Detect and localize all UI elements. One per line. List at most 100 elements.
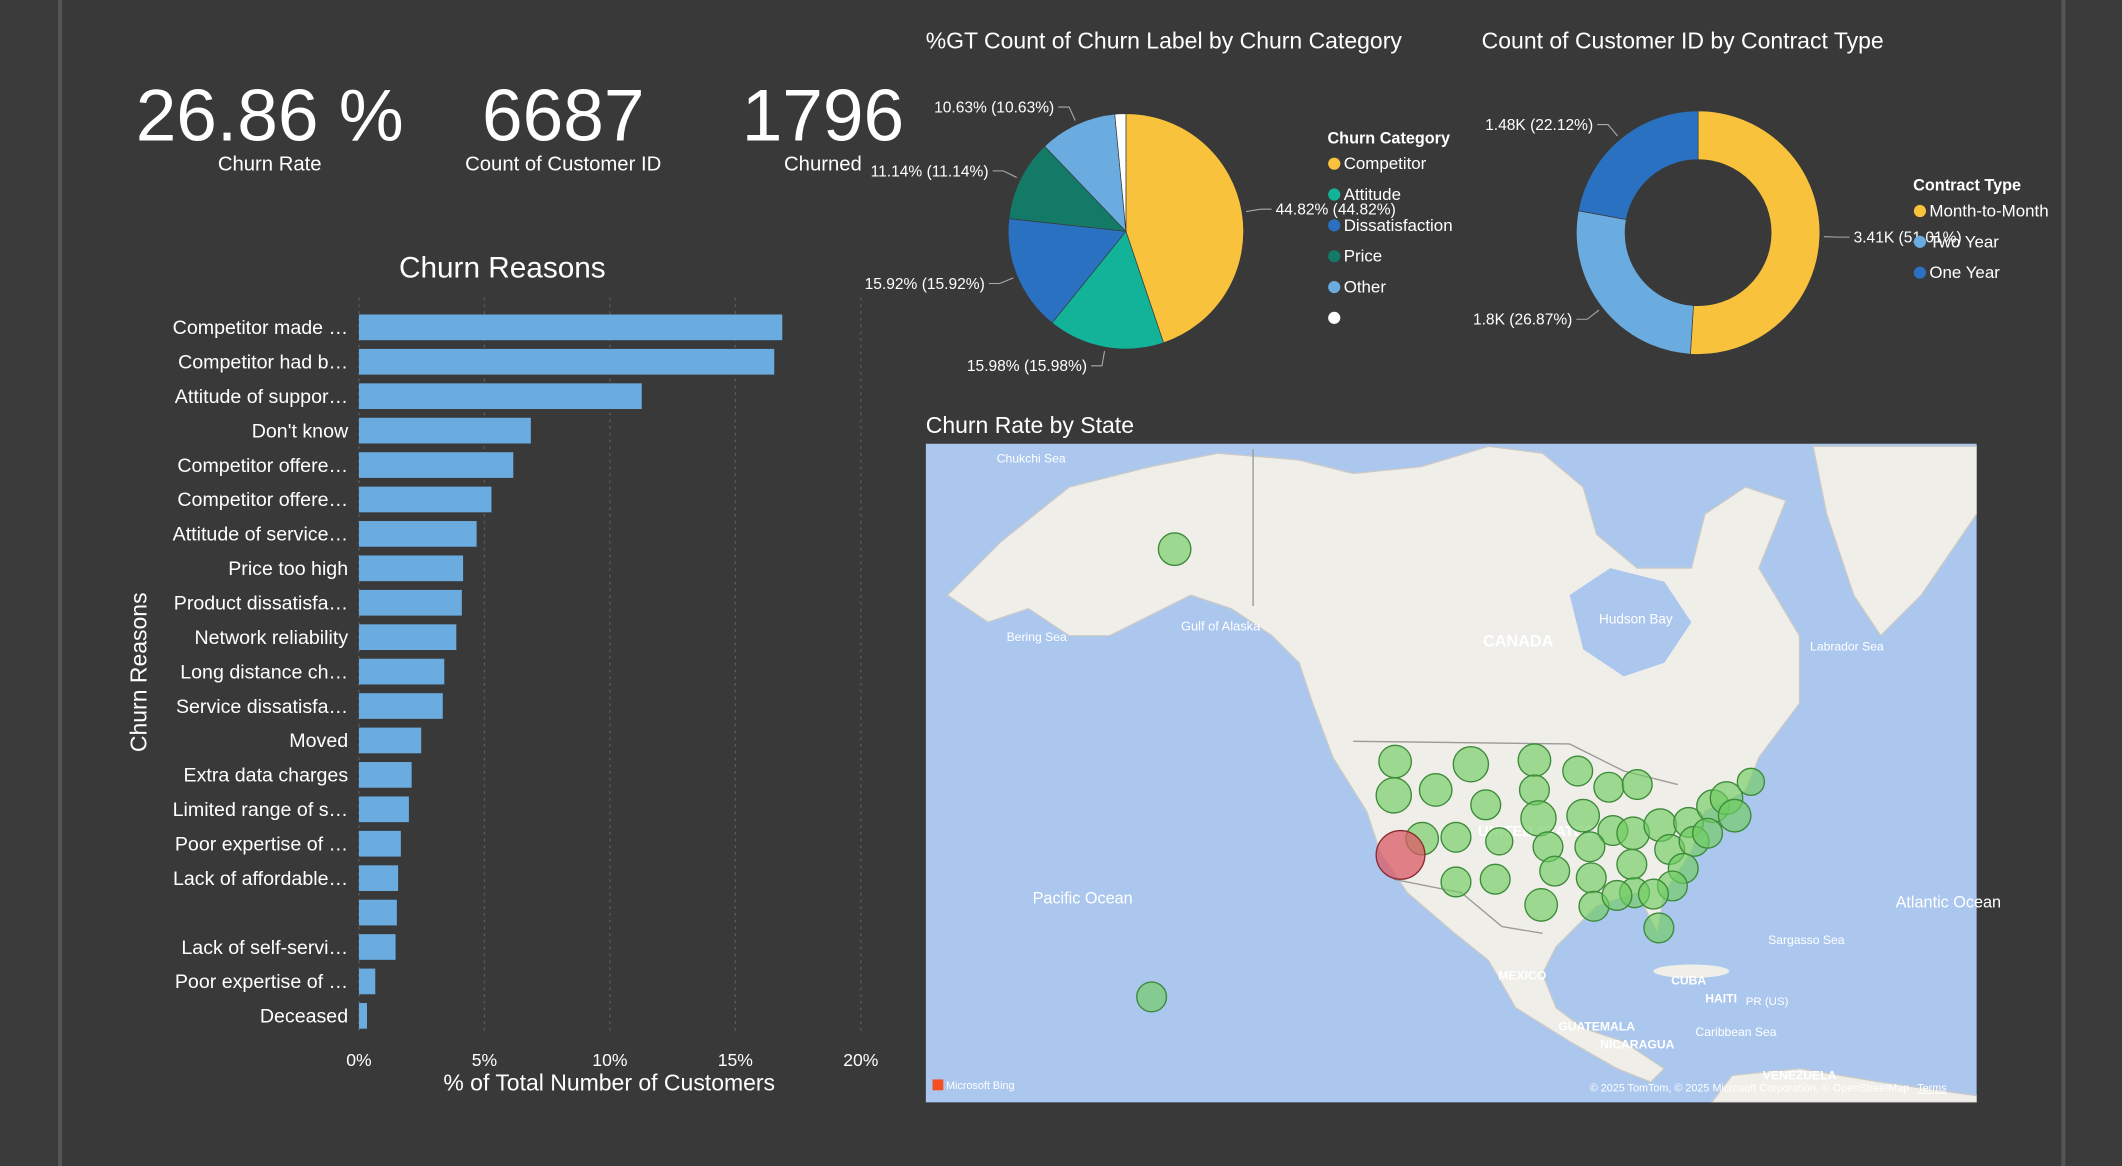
map-bubble — [1574, 831, 1606, 863]
y-tick-label: Competitor made … — [173, 317, 348, 339]
map-label: MEXICO — [1498, 968, 1546, 982]
map-bubble — [1378, 744, 1413, 779]
legend-marker — [1328, 250, 1341, 263]
map-land — [1710, 1067, 1977, 1103]
map-bubble — [1470, 789, 1502, 821]
y-tick-label: Attitude of service… — [173, 524, 348, 546]
bar — [358, 1003, 367, 1029]
map-label: NICARAGUA — [1600, 1037, 1675, 1051]
y-tick-label: Extra data charges — [184, 765, 349, 787]
data-label: 44.82% (44.82%) — [1276, 202, 1396, 219]
map-bubble — [1375, 777, 1413, 814]
map-label: GUATEMALA — [1558, 1020, 1635, 1034]
map-attribution: Microsoft Bing — [946, 1080, 1015, 1092]
bar — [358, 417, 531, 444]
bar — [358, 589, 462, 616]
map-bubble — [1566, 798, 1601, 833]
bar — [358, 314, 783, 341]
bar — [358, 968, 376, 995]
legend-marker — [1328, 311, 1341, 324]
slice — [1051, 230, 1164, 350]
y-tick-label: Competitor offere… — [177, 455, 348, 477]
chart-title: Churn Rate by State — [926, 412, 1134, 438]
bar — [358, 555, 464, 582]
map-bay — [1569, 568, 1692, 677]
bar — [358, 521, 477, 547]
map-terms[interactable]: Terms — [1917, 1083, 1947, 1095]
leader-line — [992, 170, 1017, 178]
data-label: 11.14% (11.14%) — [871, 163, 989, 180]
x-tick-label: 0% — [346, 1050, 371, 1070]
slice — [1577, 110, 1699, 220]
slice — [1007, 218, 1127, 324]
leader-line — [1091, 351, 1106, 367]
map-label: CANADA — [1483, 633, 1554, 651]
bar — [358, 899, 397, 926]
map-bubble — [1621, 768, 1653, 801]
map-bubble — [1157, 532, 1192, 567]
map-bubble — [1418, 773, 1453, 807]
x-axis-title: % of Total Number of Customers — [443, 1069, 775, 1095]
bar — [358, 865, 399, 892]
x-tick-label: 20% — [843, 1050, 878, 1070]
legend-label: Dissatisfaction — [1344, 216, 1453, 235]
y-tick-label: Competitor offere… — [177, 489, 348, 511]
chart-title: Churn Reasons — [399, 251, 606, 284]
y-tick-label: Competitor had b… — [178, 352, 348, 374]
bar — [358, 383, 642, 410]
legend-label: Two Year — [1929, 232, 1999, 251]
y-tick-label: Poor expertise of … — [175, 833, 348, 855]
map-label: Pacific Ocean — [1033, 890, 1133, 908]
bar — [358, 658, 445, 685]
map-label: Labrador Sea — [1810, 640, 1884, 654]
map-label: PR (US) — [1746, 996, 1789, 1008]
kpi-label: Churn Rate — [218, 153, 322, 175]
slice — [1044, 113, 1127, 233]
map-bubble — [1518, 774, 1550, 806]
map-label: Hudson Bay — [1599, 612, 1673, 627]
map-bubble — [1539, 855, 1571, 887]
bar — [358, 693, 443, 719]
y-tick-label: Price too high — [228, 558, 348, 580]
map-bubble — [1593, 771, 1625, 803]
leader-line — [1058, 106, 1076, 121]
map-bubble — [1601, 879, 1633, 912]
data-label: 1.8K (26.87%) — [1473, 312, 1572, 329]
chart-title: Count of Customer ID by Contract Type — [1482, 28, 1884, 54]
legend-label: Other — [1344, 277, 1387, 296]
y-tick-label: Poor expertise of … — [175, 971, 348, 993]
map-label: VENEZUELA — [1763, 1068, 1837, 1082]
legend-label: Attitude — [1344, 185, 1401, 204]
data-label: 15.98% (15.98%) — [967, 358, 1087, 375]
map-label: Atlantic Ocean — [1896, 894, 2001, 912]
map-bubble — [1562, 755, 1594, 787]
legend-label: Month-to-Month — [1929, 201, 2048, 220]
legend-marker — [1328, 188, 1341, 201]
slice — [1008, 145, 1127, 232]
legend-label: Price — [1344, 247, 1382, 266]
y-tick-label: Lack of self-servi… — [181, 937, 348, 959]
x-tick-label: 10% — [592, 1050, 627, 1070]
bar — [358, 934, 396, 960]
y-tick-label: Product dissatisfa… — [174, 593, 348, 615]
kpi-value: 1796 — [742, 76, 904, 157]
map-bubble — [1616, 848, 1648, 880]
y-tick-label: Limited range of s… — [173, 799, 348, 821]
legend-marker — [1913, 235, 1927, 248]
map-bubble — [1375, 829, 1426, 880]
bar — [358, 624, 457, 651]
data-label: 3.41K (51.01%) — [1854, 230, 1962, 247]
legend-title: Churn Category — [1327, 129, 1450, 147]
map-land — [1812, 445, 1977, 637]
legend-marker — [1913, 266, 1927, 279]
y-tick-label: Long distance ch… — [180, 661, 348, 683]
leader-line — [1576, 309, 1600, 320]
map-land — [1653, 964, 1730, 978]
map-label: CUBA — [1671, 974, 1706, 988]
bar — [358, 762, 412, 788]
y-tick-label: Service dissatisfa… — [176, 696, 348, 718]
bar — [358, 452, 514, 478]
x-tick-label: 15% — [718, 1050, 753, 1070]
legend-marker — [1328, 219, 1341, 232]
